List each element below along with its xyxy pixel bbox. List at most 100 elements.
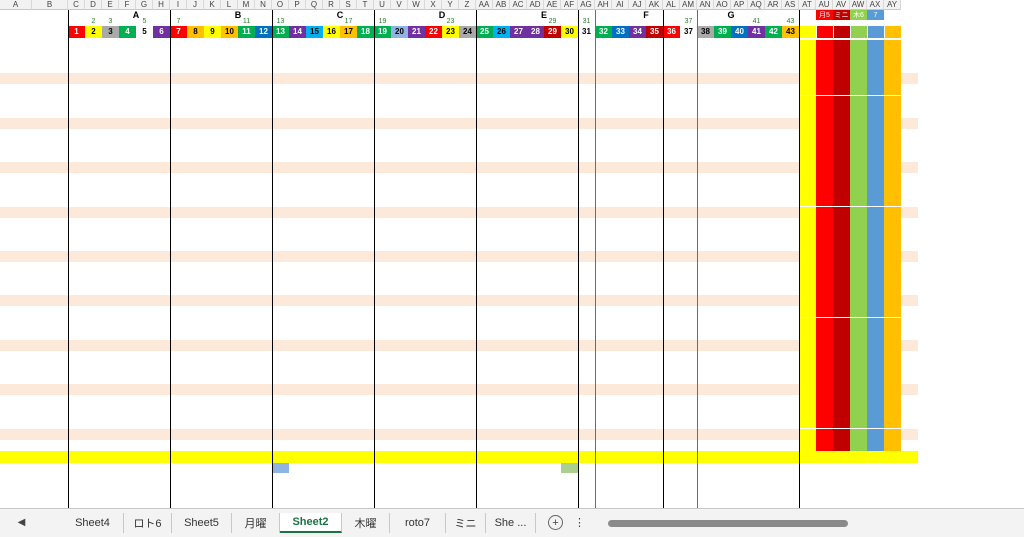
kai-cell[interactable] [32, 395, 68, 406]
stat-cell[interactable] [833, 417, 850, 429]
sheet-tab[interactable]: Sheet5 [172, 513, 232, 533]
number-cell[interactable] [408, 351, 425, 362]
column-header[interactable]: AR [765, 0, 782, 10]
stat-cell[interactable] [833, 117, 850, 129]
kai-cell[interactable] [32, 195, 68, 206]
stat-cell[interactable] [816, 62, 833, 74]
stat-cell[interactable] [799, 84, 816, 96]
number-cell[interactable] [561, 195, 578, 206]
number-cell[interactable] [578, 129, 595, 140]
number-cell[interactable] [289, 284, 306, 295]
number-cell[interactable] [340, 240, 357, 251]
number-cell[interactable] [391, 318, 408, 329]
number-cell[interactable] [238, 362, 255, 373]
stat-cell[interactable] [816, 406, 833, 418]
stat-cell[interactable] [816, 284, 833, 296]
column-header[interactable]: O [272, 0, 289, 10]
date-header[interactable] [0, 26, 32, 38]
stat-cell[interactable] [816, 250, 833, 262]
number-cell[interactable] [289, 140, 306, 151]
stat-cell[interactable] [833, 128, 850, 140]
number-cell[interactable] [221, 207, 238, 218]
stat-cell[interactable] [816, 106, 833, 118]
number-cell[interactable] [765, 84, 782, 95]
stat-cell[interactable] [867, 84, 884, 96]
number-header[interactable]: 23 [442, 26, 459, 38]
stat-cell[interactable] [884, 317, 901, 329]
number-cell[interactable] [510, 395, 527, 406]
number-cell[interactable] [680, 440, 697, 451]
number-cell[interactable] [561, 51, 578, 62]
number-cell[interactable] [272, 262, 289, 273]
stat-cell[interactable] [833, 162, 850, 174]
stat-cell[interactable] [850, 128, 867, 140]
number-cell[interactable] [425, 417, 442, 428]
date-cell[interactable] [0, 140, 32, 151]
number-cell[interactable] [238, 118, 255, 129]
stat-cell[interactable] [799, 62, 816, 74]
stat-cell[interactable] [816, 306, 833, 318]
number-cell[interactable] [510, 151, 527, 162]
number-cell[interactable] [119, 173, 136, 184]
stat-cell[interactable] [867, 40, 884, 52]
column-header[interactable]: U [374, 0, 391, 10]
current-number[interactable] [323, 451, 340, 463]
number-cell[interactable] [544, 417, 561, 428]
number-header[interactable]: 14 [289, 26, 306, 38]
number-cell[interactable] [408, 62, 425, 73]
number-header[interactable]: 11 [238, 26, 255, 38]
stat-header[interactable]: 月5 [816, 10, 833, 20]
number-cell[interactable] [663, 340, 680, 351]
number-cell[interactable] [527, 318, 544, 329]
date-cell[interactable] [0, 84, 32, 95]
stat-cell[interactable] [816, 184, 833, 196]
column-header[interactable]: F [119, 0, 136, 10]
stat-cell[interactable] [816, 139, 833, 151]
stat-header[interactable]: 木6 [850, 10, 867, 20]
number-cell[interactable] [357, 373, 374, 384]
number-cell[interactable] [493, 173, 510, 184]
column-header[interactable]: W [408, 0, 425, 10]
number-cell[interactable] [544, 295, 561, 306]
stat-cell[interactable] [816, 40, 833, 52]
date-cell[interactable] [0, 262, 32, 273]
number-header[interactable]: 24 [459, 26, 476, 38]
current-number[interactable] [306, 451, 323, 463]
date-cell[interactable] [0, 395, 32, 406]
kai-cell[interactable] [32, 306, 68, 317]
stat-cell[interactable] [833, 206, 850, 218]
stat-cell[interactable] [799, 384, 816, 396]
kai-cell[interactable] [32, 417, 68, 428]
number-cell[interactable] [238, 140, 255, 151]
number-header[interactable]: 43 [782, 26, 799, 38]
stat-cell[interactable] [833, 406, 850, 418]
stat-cell[interactable] [799, 339, 816, 351]
number-cell[interactable] [85, 440, 102, 451]
stat-cell[interactable] [884, 184, 901, 196]
number-header[interactable]: 20 [391, 26, 408, 38]
number-cell[interactable] [595, 340, 612, 351]
stat-cell[interactable] [884, 162, 901, 174]
stat-cell[interactable] [799, 151, 816, 163]
number-cell[interactable] [714, 107, 731, 118]
number-cell[interactable] [459, 262, 476, 273]
date-cell[interactable] [0, 107, 32, 118]
stat-cell[interactable] [816, 373, 833, 385]
date-cell[interactable] [0, 173, 32, 184]
stat-cell[interactable] [884, 384, 901, 396]
stat-cell[interactable] [799, 361, 816, 373]
stat-cell[interactable] [816, 273, 833, 285]
column-header[interactable]: AS [782, 0, 799, 10]
number-header[interactable]: 31 [578, 26, 595, 38]
stat-cell[interactable] [850, 206, 867, 218]
number-cell[interactable] [187, 118, 204, 129]
number-cell[interactable] [255, 384, 272, 395]
stat-cell[interactable] [867, 51, 884, 63]
stat-cell[interactable] [850, 184, 867, 196]
date-cell[interactable] [0, 340, 32, 351]
number-cell[interactable] [187, 373, 204, 384]
date-cell[interactable] [0, 406, 32, 417]
stat-cell[interactable] [816, 206, 833, 218]
number-cell[interactable] [493, 96, 510, 107]
number-header[interactable]: 32 [595, 26, 612, 38]
